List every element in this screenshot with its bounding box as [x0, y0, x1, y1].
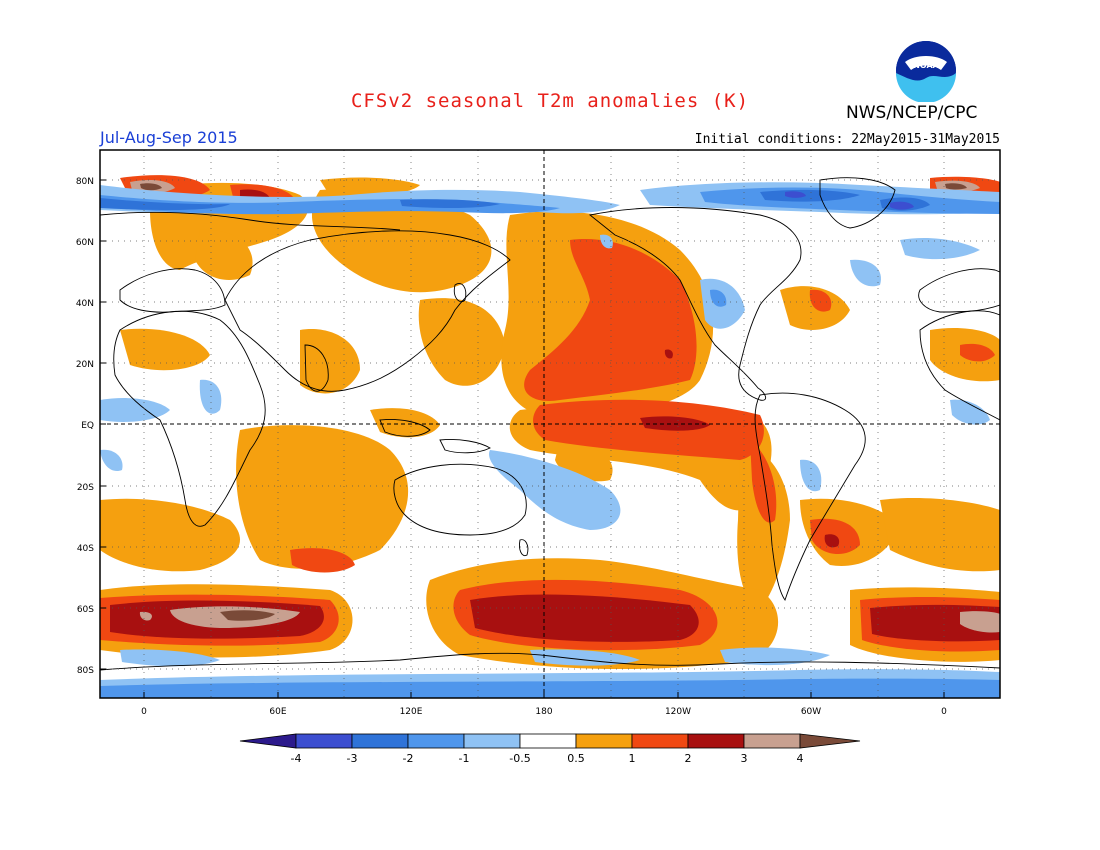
colorbar-swatch	[519, 733, 577, 749]
season-label: Jul-Aug-Sep 2015	[100, 128, 238, 147]
lat-label: 80S	[77, 666, 94, 676]
colorbar-max-arrow	[799, 733, 861, 749]
colorbar-label: -4	[291, 752, 302, 765]
lat-label: EQ	[81, 421, 94, 431]
lon-label: 60W	[801, 707, 821, 717]
colorbar-label: -0.5	[509, 752, 530, 765]
lat-label: 60S	[77, 605, 94, 615]
colorbar-label: -1	[459, 752, 470, 765]
coastlines	[100, 177, 1000, 671]
lat-label: 40N	[76, 299, 94, 309]
axis-ticks	[100, 179, 945, 698]
colorbar-swatch	[407, 733, 465, 749]
lon-label: 180	[535, 707, 552, 717]
lon-label: 120E	[400, 707, 423, 717]
colorbar-min-arrow	[239, 733, 297, 749]
lat-labels: 80N 60N 40N 20N EQ 20S 40S 60S 80S	[76, 177, 94, 676]
colorbar-swatch	[351, 733, 409, 749]
colorbar-label: 1	[629, 752, 636, 765]
initial-conditions-label: Initial conditions: 22May2015-31May2015	[694, 132, 1000, 147]
colorbar-swatch	[631, 733, 689, 749]
lon-label: 120W	[665, 707, 691, 717]
anomaly-3-4-regions	[130, 180, 1000, 633]
lon-label: 60E	[269, 707, 286, 717]
lat-label: 20S	[77, 483, 94, 493]
colorbar-label: 0.5	[567, 752, 585, 765]
anomaly-neg-1-2-regions	[100, 187, 1000, 698]
colorbar-label: 2	[685, 752, 692, 765]
colorbar-label: 4	[797, 752, 804, 765]
colorbar-label: -2	[403, 752, 414, 765]
lat-label: 20N	[76, 360, 94, 370]
logo-text: NOAA	[913, 61, 939, 70]
anomaly-field	[100, 175, 1000, 698]
lon-labels: 0 60E 120E 180 120W 60W 0	[141, 707, 947, 717]
lat-label: 60N	[76, 238, 94, 248]
lat-label: 40S	[77, 544, 94, 554]
colorbar-swatch	[575, 733, 633, 749]
lon-label: 0	[941, 707, 947, 717]
colorbar-label: 3	[741, 752, 748, 765]
agency-label: NWS/NCEP/CPC	[846, 103, 978, 123]
colorbar-swatch	[687, 733, 745, 749]
colorbar-swatch	[463, 733, 521, 749]
colorbar: -4 -3 -2 -1 -0.5 0.5 1 2 3 4	[239, 733, 861, 765]
chart-title: CFSv2 seasonal T2m anomalies (K)	[350, 90, 750, 112]
colorbar-swatch	[295, 733, 353, 749]
colorbar-label: -3	[347, 752, 358, 765]
lat-label: 80N	[76, 177, 94, 187]
lon-label: 0	[141, 707, 147, 717]
graticule	[100, 150, 1000, 698]
colorbar-swatch	[743, 733, 801, 749]
anomaly-neg-3-4-regions	[785, 191, 914, 210]
noaa-logo: NOAA	[896, 41, 956, 102]
